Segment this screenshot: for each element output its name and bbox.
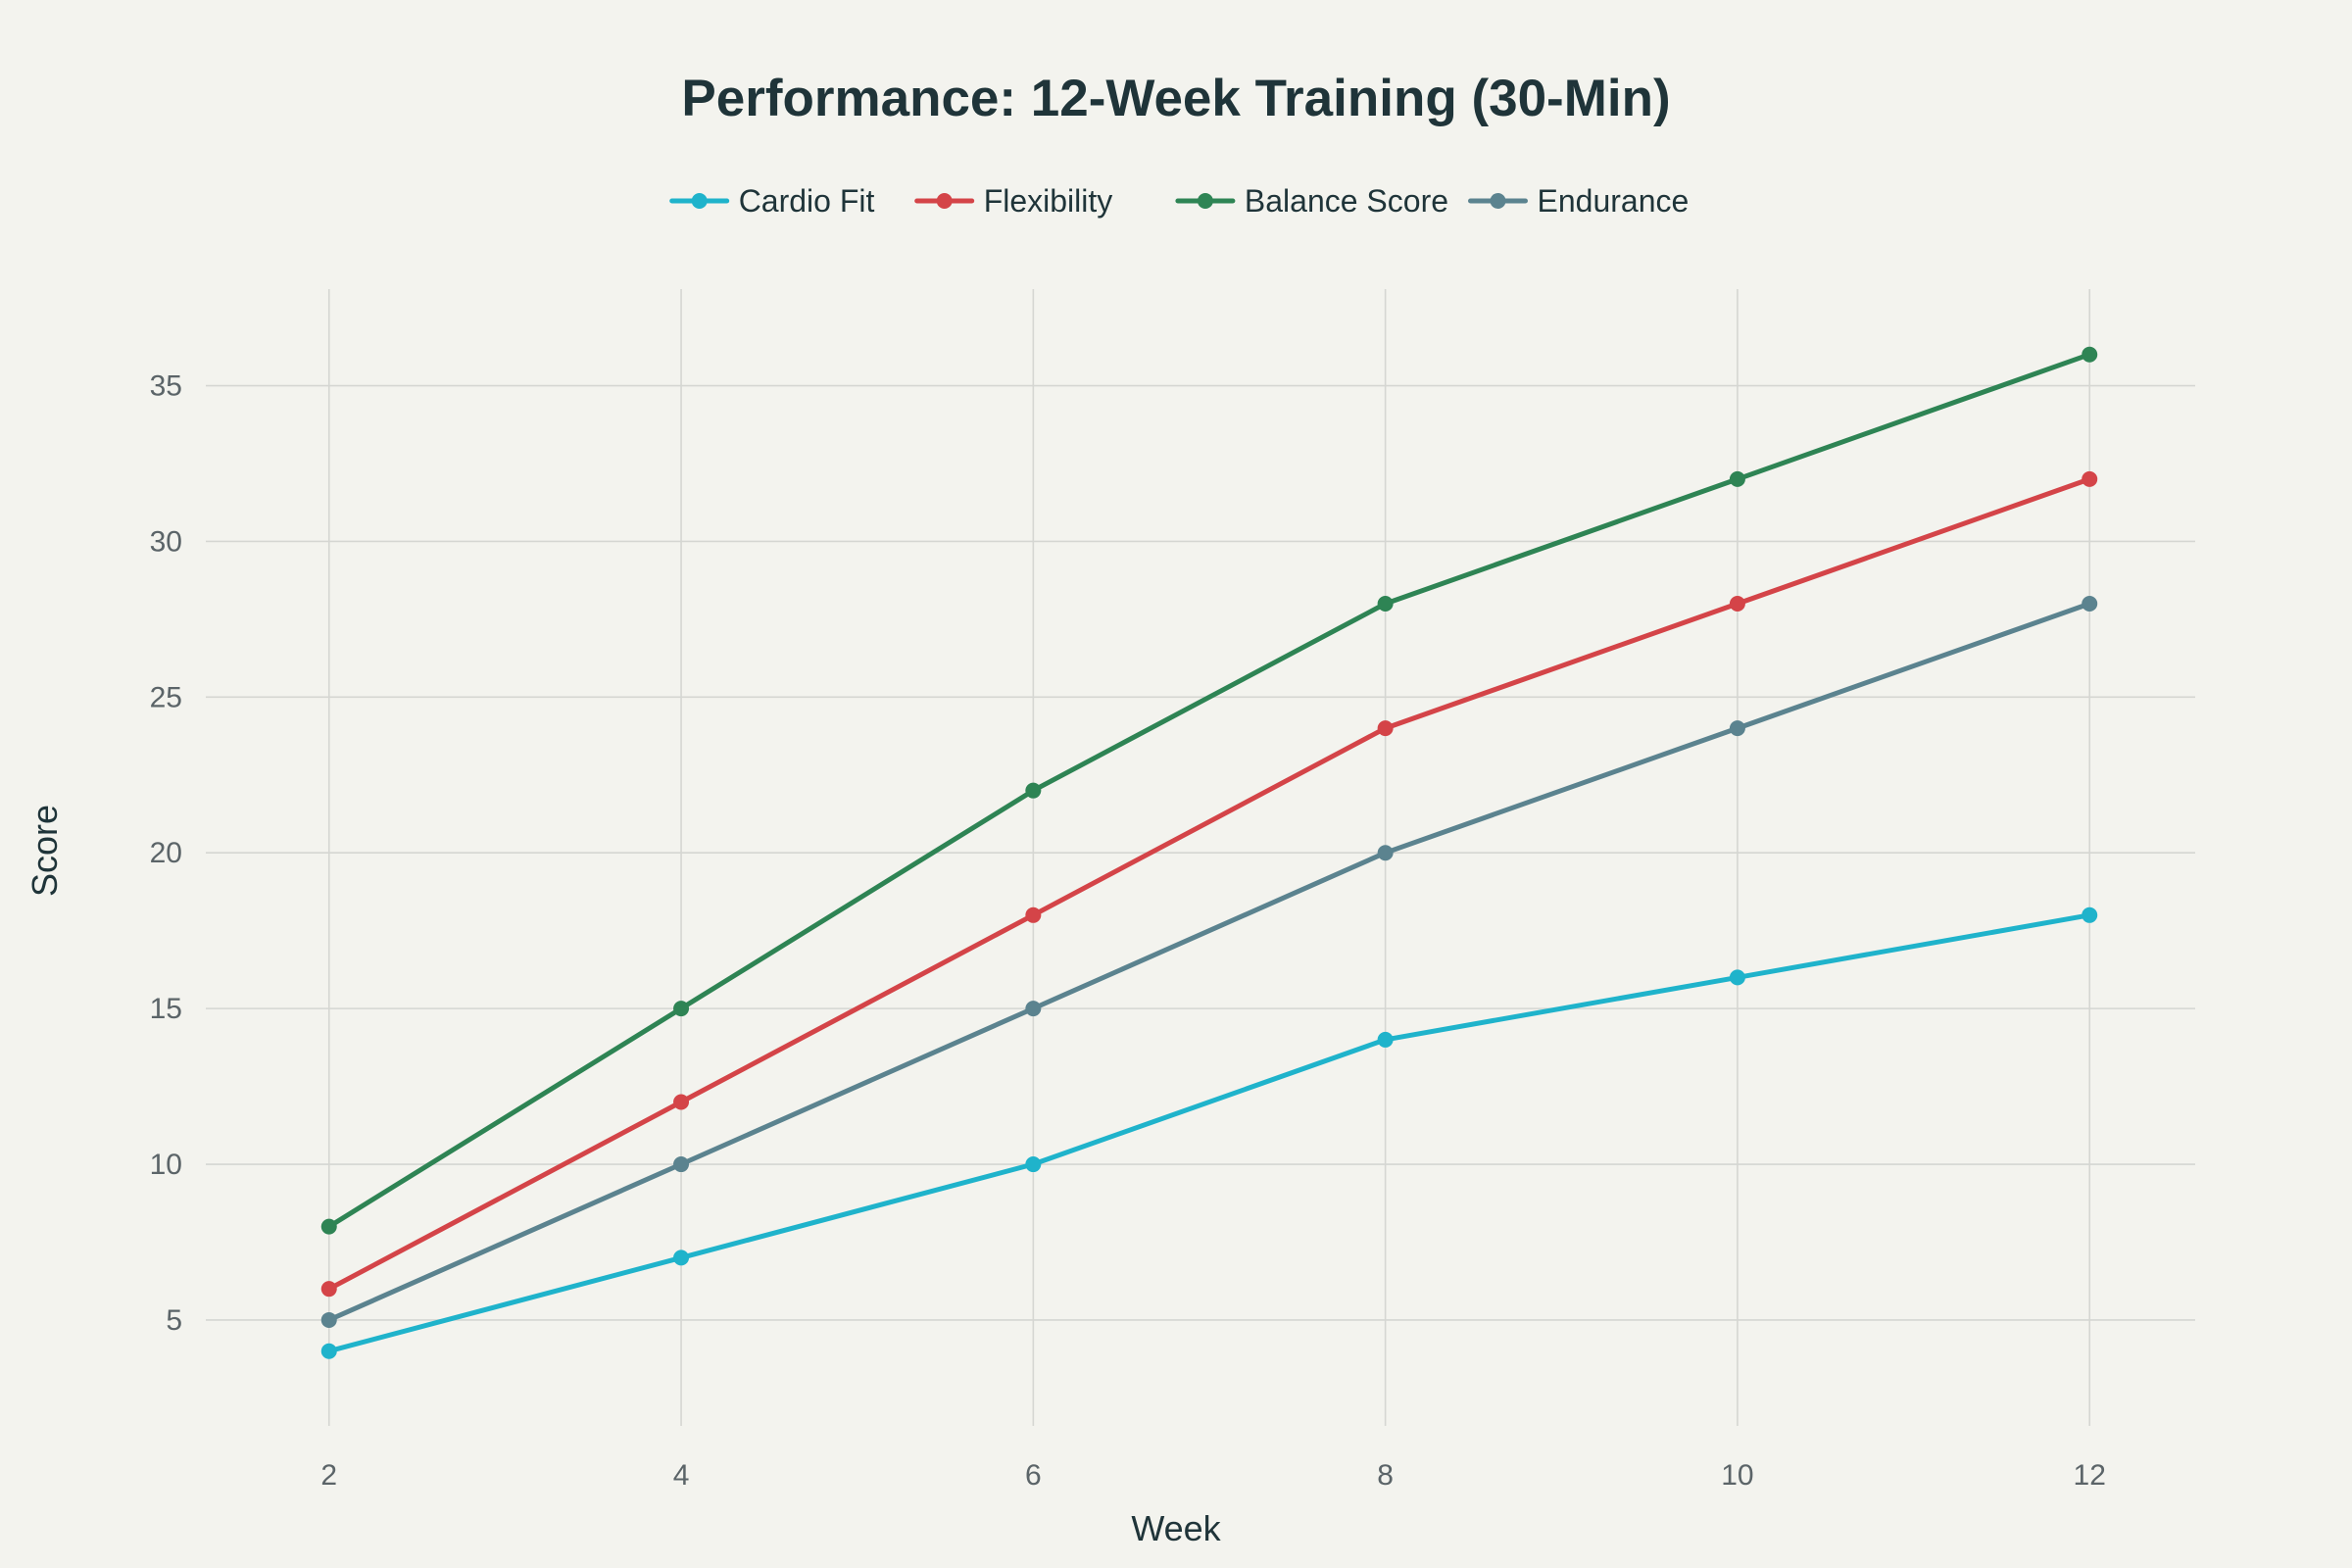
legend-label: Balance Score	[1245, 183, 1448, 219]
data-point-cardio-fit	[320, 1343, 337, 1359]
x-tick-label: 4	[673, 1459, 690, 1492]
y-tick-label: 25	[150, 681, 182, 713]
series-layer	[320, 346, 2098, 1359]
tick-labels: 5 10 15 20 25 30 35 2 4 6 8 10 12	[150, 370, 2106, 1492]
legend: Cardio Fit Flexibility Balance Score Endura…	[669, 183, 1690, 219]
x-tick-label: 2	[320, 1459, 337, 1492]
data-point-balance-score	[1025, 782, 1042, 799]
data-point-endurance	[320, 1311, 337, 1328]
y-tick-label: 20	[150, 837, 182, 869]
data-point-balance-score	[1377, 595, 1394, 612]
legend-label: Endurance	[1538, 183, 1690, 219]
x-axis-label: Week	[1131, 1508, 1221, 1548]
data-point-flexibility	[320, 1281, 337, 1298]
legend-item-flexibility: Flexibility	[914, 183, 1113, 219]
legend-item-balance-score: Balance Score	[1175, 183, 1448, 219]
data-point-balance-score	[2082, 346, 2098, 363]
data-point-flexibility	[1025, 906, 1042, 923]
data-point-endurance	[1025, 1001, 1042, 1017]
data-point-balance-score	[1729, 470, 1745, 487]
data-point-cardio-fit	[1025, 1156, 1042, 1173]
y-tick-label: 5	[166, 1304, 182, 1337]
y-tick-label: 15	[150, 993, 182, 1025]
series-line-cardio-fit	[326, 912, 2092, 1354]
data-point-endurance	[673, 1156, 690, 1173]
data-point-balance-score	[320, 1218, 337, 1235]
x-tick-label: 12	[2074, 1459, 2106, 1492]
x-tick-label: 6	[1025, 1459, 1042, 1492]
legend-label: Cardio Fit	[739, 183, 875, 219]
data-point-flexibility	[1377, 720, 1394, 737]
data-point-flexibility	[673, 1094, 690, 1110]
legend-swatch-marker	[1197, 193, 1213, 209]
grid	[206, 289, 2195, 1426]
data-point-cardio-fit	[2082, 906, 2098, 923]
x-tick-label: 10	[1721, 1459, 1753, 1492]
data-point-cardio-fit	[1729, 969, 1745, 986]
data-point-flexibility	[1729, 595, 1745, 612]
series-line-endurance	[326, 601, 2092, 1323]
y-tick-label: 30	[150, 525, 182, 558]
data-point-balance-score	[673, 1001, 690, 1017]
data-point-endurance	[2082, 595, 2098, 612]
data-point-endurance	[1377, 845, 1394, 861]
legend-label: Flexibility	[984, 183, 1113, 219]
x-tick-label: 8	[1377, 1459, 1394, 1492]
legend-swatch-marker	[936, 193, 953, 209]
series-line-balance-score	[326, 352, 2092, 1230]
data-point-endurance	[1729, 720, 1745, 737]
legend-swatch-marker	[691, 193, 708, 209]
y-tick-label: 10	[150, 1149, 182, 1181]
chart-title: Performance: 12-Week Training (30-Min)	[681, 70, 1670, 127]
legend-swatch-marker	[1490, 193, 1506, 209]
y-axis-label: Score	[24, 805, 65, 897]
series-line-flexibility	[326, 476, 2092, 1292]
legend-item-cardio-fit: Cardio Fit	[669, 183, 875, 219]
data-point-cardio-fit	[1377, 1031, 1394, 1048]
y-tick-label: 35	[150, 370, 182, 403]
data-point-cardio-fit	[673, 1250, 690, 1266]
data-point-flexibility	[2082, 470, 2098, 487]
legend-item-endurance: Endurance	[1468, 183, 1690, 219]
